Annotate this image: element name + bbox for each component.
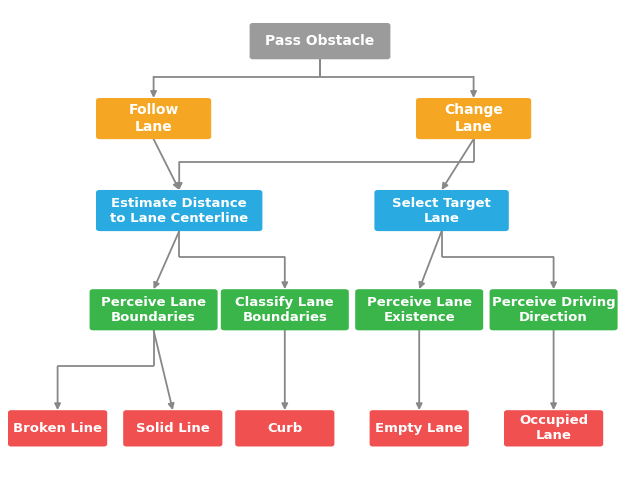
FancyBboxPatch shape	[370, 410, 468, 446]
FancyBboxPatch shape	[490, 289, 618, 330]
FancyBboxPatch shape	[90, 289, 218, 330]
Text: Occupied
Lane: Occupied Lane	[519, 414, 588, 442]
Text: Empty Lane: Empty Lane	[375, 422, 463, 435]
FancyBboxPatch shape	[96, 98, 211, 139]
Text: Perceive Lane
Existence: Perceive Lane Existence	[367, 296, 472, 324]
FancyBboxPatch shape	[236, 410, 334, 446]
FancyBboxPatch shape	[250, 23, 390, 59]
Text: Select Target
Lane: Select Target Lane	[392, 197, 491, 225]
Text: Perceive Driving
Direction: Perceive Driving Direction	[492, 296, 616, 324]
FancyBboxPatch shape	[416, 98, 531, 139]
Text: Broken Line: Broken Line	[13, 422, 102, 435]
Text: Curb: Curb	[267, 422, 303, 435]
FancyBboxPatch shape	[8, 410, 107, 446]
Text: Estimate Distance
to Lane Centerline: Estimate Distance to Lane Centerline	[110, 197, 248, 225]
Text: Perceive Lane
Boundaries: Perceive Lane Boundaries	[101, 296, 206, 324]
FancyBboxPatch shape	[123, 410, 223, 446]
Text: Classify Lane
Boundaries: Classify Lane Boundaries	[236, 296, 334, 324]
FancyBboxPatch shape	[504, 410, 604, 446]
FancyBboxPatch shape	[374, 190, 509, 231]
Text: Change
Lane: Change Lane	[444, 104, 503, 134]
FancyBboxPatch shape	[355, 289, 483, 330]
Text: Follow
Lane: Follow Lane	[129, 104, 179, 134]
Text: Solid Line: Solid Line	[136, 422, 210, 435]
FancyBboxPatch shape	[96, 190, 262, 231]
FancyBboxPatch shape	[221, 289, 349, 330]
Text: Pass Obstacle: Pass Obstacle	[266, 34, 374, 48]
